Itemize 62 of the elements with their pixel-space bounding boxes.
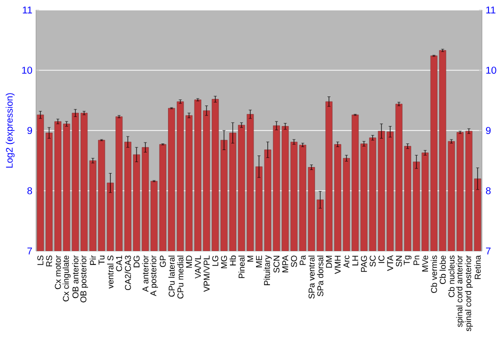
x-tick-label: spinal cord posterior [464, 255, 473, 332]
y-tick-label: 10 [22, 66, 32, 74]
y2-tick-label: 11 [486, 6, 496, 14]
x-tick-label: LS [37, 256, 44, 265]
x-tick-label: SO [290, 256, 297, 268]
y-axis-title: Log2 (expression) [6, 93, 15, 168]
x-tick-label: CA1 [116, 256, 122, 272]
x-tick-label: SN [396, 256, 402, 267]
x-tick-label: Tu [98, 256, 105, 265]
x-tick-label: SC [370, 256, 376, 267]
y2-tick-label: 9 [486, 126, 491, 134]
x-tick-label: Pa [300, 255, 306, 265]
y2-tick-label: 10 [486, 66, 496, 74]
x-tick-label: MVe [422, 256, 428, 272]
y-tick-label: 9 [27, 126, 32, 134]
y-tick-label: 11 [22, 6, 32, 14]
x-tick-label: Cx cingulate [62, 256, 71, 302]
y2-tick-label: 7 [486, 248, 491, 254]
x-tick-label: VPM/VPL [203, 255, 210, 292]
x-tick-label: A posterior [150, 255, 158, 296]
x-tick-label: Hb [230, 256, 236, 266]
x-tick-label: DM [326, 256, 332, 268]
x-tick-label: OB posterior [80, 255, 88, 302]
x-tick-label: OB anterior [72, 255, 78, 298]
x-tick-label: Pituitary [264, 255, 272, 286]
x-tick-label: ME [256, 256, 262, 268]
x-tick-label: VTA [387, 255, 394, 272]
x-tick-label: Pineal [238, 256, 245, 278]
x-tick-label: A anterior [142, 255, 148, 292]
x-tick-label: MPA [282, 255, 288, 272]
x-tick-label: SPa ventral [308, 256, 315, 299]
x-tick-label: VMH [334, 256, 341, 274]
x-tick-label: PAG [360, 256, 367, 272]
x-tick-label: CPu medial [177, 256, 184, 299]
x-tick-label: M [247, 256, 254, 262]
x-tick-label: LH [352, 256, 358, 266]
x-tick-label: CA2/CA3 [124, 256, 131, 290]
x-tick-label: MG [221, 256, 228, 268]
x-tick-label: MD [186, 256, 192, 268]
x-tick-label: SCN [274, 256, 280, 273]
x-tick-label: IC [378, 256, 384, 263]
x-tick-label: CPu lateral [168, 256, 175, 297]
x-tick-label: ventral S [107, 256, 114, 289]
x-tick-label: Cb lobe [440, 256, 446, 284]
x-tick-label: Cx motor [54, 255, 61, 290]
x-tick-label: Retina [474, 255, 481, 279]
x-tick-label: Cb nucleus [448, 256, 454, 298]
x-tick-label: GP [160, 256, 166, 268]
x-tick-label: Pn [413, 256, 420, 265]
y2-tick-label: 8 [486, 187, 491, 194]
x-tick-label: spinal cord anterior [456, 255, 464, 327]
y-tick-label: 7 [27, 248, 32, 254]
x-tick-label: Cb vermis [430, 256, 438, 293]
x-tick-label: SPa dorsal [317, 256, 324, 296]
x-tick-label: Arc [343, 255, 350, 268]
x-tick-label: LG [212, 256, 218, 266]
x-tick-label: DG [134, 256, 140, 268]
x-tick-label: VA/VL [194, 255, 201, 279]
x-tick-label: Tg [404, 256, 412, 265]
x-tick-label: Pir [90, 255, 96, 265]
x-tick-label: RS [46, 256, 52, 266]
y-tick-label: 8 [27, 187, 32, 194]
